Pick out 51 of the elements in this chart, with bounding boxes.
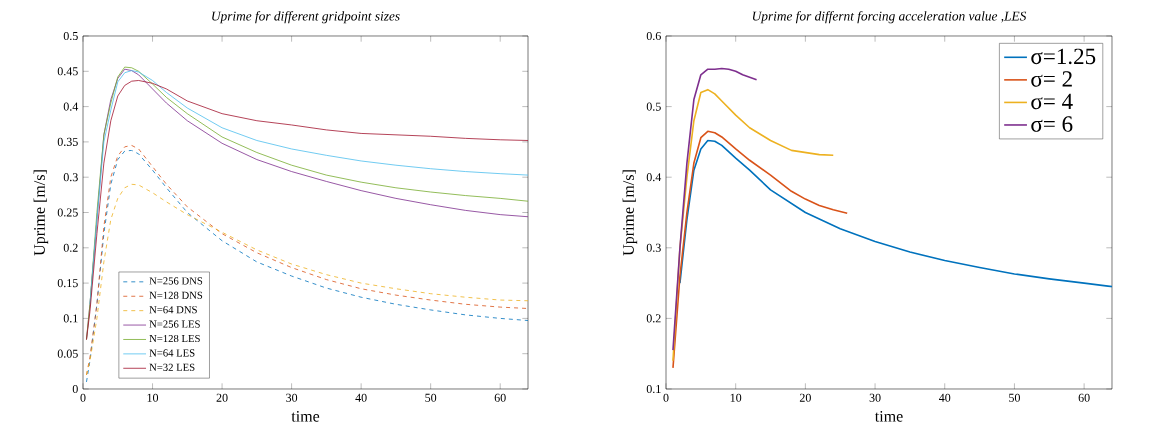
y-tick-label: 0.2	[63, 243, 78, 252]
legend-label: N=256 DNS	[149, 277, 203, 285]
legend-label: N=32 LES	[149, 363, 195, 371]
chart-title: Uprime for different gridpoint sizes	[212, 11, 400, 24]
x-tick-label: 0	[663, 393, 669, 402]
legend-label: N=64 DNS	[149, 306, 197, 314]
y-axis-title: Uprime [m/s]	[622, 170, 638, 256]
x-tick-label: 10	[730, 393, 742, 402]
x-axis-title: time	[291, 410, 320, 422]
y-tick-label: 0.1	[63, 314, 78, 323]
x-tick-label: 50	[1009, 393, 1020, 402]
y-tick-label: 0.15	[57, 279, 78, 288]
legend-label: σ=1.25	[1031, 48, 1096, 65]
legend-label: σ= 4	[1031, 93, 1073, 110]
x-tick-label: 0	[80, 393, 86, 402]
y-tick-label: 0.1	[646, 384, 661, 394]
line-series	[672, 130, 848, 369]
y-tick-label: 0.5	[646, 102, 661, 111]
x-tick-label: 60	[1078, 393, 1090, 402]
y-tick-label: 0.3	[63, 173, 78, 182]
x-tick-label: 20	[216, 393, 228, 402]
x-tick-label: 10	[147, 393, 159, 402]
y-tick-label: 0.3	[646, 243, 661, 252]
y-axis-title: Uprime [m/s]	[33, 170, 49, 256]
x-tick-label: 50	[425, 393, 437, 402]
y-tick-label: 0.35	[57, 137, 78, 146]
y-tick-label: 0	[72, 384, 78, 394]
y-tick-label: 0.4	[646, 173, 662, 182]
x-tick-label: 40	[355, 393, 367, 402]
legend-label: σ= 6	[1031, 116, 1073, 132]
x-tick-label: 40	[938, 393, 951, 402]
x-tick-label: 60	[494, 393, 506, 402]
legend-label: N=256 LES	[149, 320, 200, 328]
x-tick-label: 20	[799, 393, 811, 402]
legend-label: N=64 LES	[149, 349, 195, 357]
x-axis-title: time	[874, 410, 903, 422]
line-series	[679, 139, 1112, 288]
x-tick-label: 30	[286, 393, 298, 402]
y-tick-label: 0.4	[63, 102, 79, 111]
y-tick-label: 0.05	[57, 349, 78, 358]
y-tick-label: 0.5	[63, 31, 78, 41]
line-series	[672, 67, 758, 351]
y-tick-label: 0.2	[646, 314, 661, 323]
legend-label: N=128 DNS	[149, 291, 203, 299]
x-tick-label: 30	[869, 393, 881, 402]
y-tick-label: 0.25	[57, 208, 78, 217]
y-tick-label: 0.45	[57, 67, 78, 76]
chart-title: Uprime for differnt forcing acceleration value ,LES	[752, 11, 1027, 24]
legend-label: σ= 2	[1031, 71, 1072, 87]
y-tick-label: 0.6	[646, 31, 661, 41]
legend-label: N=128 LES	[149, 334, 200, 343]
